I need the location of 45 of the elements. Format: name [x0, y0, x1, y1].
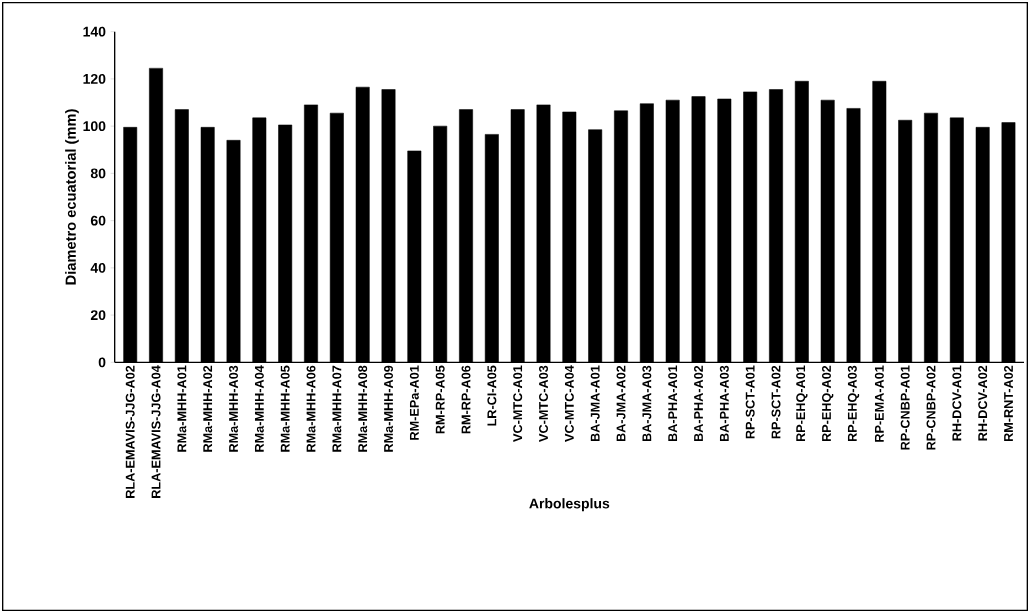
x-tick-label: RP-CNBP-A02: [926, 365, 936, 450]
x-tick-label: RP-CNBP-A01: [900, 365, 910, 450]
x-tick-label: RMa-MHH-A02: [203, 365, 213, 452]
x-tick-label: RM-EPa-A01: [409, 365, 419, 440]
x-tick-label: RP-EHQ-A02: [822, 365, 834, 442]
y-tick-label: 40: [90, 262, 106, 273]
x-tick-label: RP-EHQ-A03: [847, 365, 860, 442]
y-tick-label: 100: [83, 121, 106, 132]
x-tick-label: BA-JMA-A02: [616, 365, 626, 442]
x-tick-label: RMa-MHH-A07: [332, 365, 342, 452]
x-tick-label: RP-EHQ-A01: [796, 365, 808, 442]
x-tick-label: RM-RNT-A02: [1004, 365, 1013, 442]
x-tick-label: RP-EMA-A01: [874, 365, 884, 442]
y-tick-label: 20: [90, 310, 106, 321]
x-tick-label: RMa-MHH-A08: [358, 365, 368, 452]
x-tick-label: RM-RP-A05: [435, 365, 445, 434]
x-tick-label: RP-SCT-A01: [745, 365, 755, 439]
x-tick-label: BA-PHA-A03: [719, 365, 729, 442]
x-tick-label: RMa-MHH-A06: [306, 365, 316, 452]
x-tick-label: VC-MTC-A01: [513, 365, 523, 442]
x-tick-label: RH-DCV-A01: [952, 365, 962, 441]
x-tick-label: RLA-EMAVIS-JJG-A04: [151, 365, 161, 498]
x-tick-label: RMa-MHH-A09: [384, 365, 393, 452]
x-tick-label: RMa-MHH-A04: [254, 365, 264, 452]
y-tick-label: 60: [90, 215, 106, 226]
x-tick-label: BA-JMA-A01: [590, 365, 600, 442]
x-tick-label: RLA-EMAVIS-JJG-A02: [125, 365, 135, 498]
x-tick-label: VC-MTC-A04: [564, 365, 574, 442]
x-tick-label: RH-DCV-A02: [978, 365, 988, 441]
x-tick-label: RMa-MHH-A01: [177, 365, 187, 452]
x-axis-title: Arbolesplus: [529, 498, 610, 512]
y-axis-title: Diametro ecuatorial (mm): [65, 109, 79, 285]
y-tick-label: 80: [90, 168, 106, 179]
y-tick-label: 140: [83, 26, 106, 37]
x-tick-label: BA-PHA-A02: [694, 365, 703, 442]
x-tick-label: VC-MTC-A03: [539, 365, 549, 442]
x-tick-label: RMa-MHH-A05: [280, 365, 290, 452]
x-tick-label: BA-PHA-A01: [668, 365, 678, 442]
y-tick-label: 120: [83, 73, 106, 84]
x-tick-label: RMa-MHH-A03: [229, 365, 239, 452]
x-tick-label: RP-SCT-A02: [771, 365, 781, 439]
x-tick-label: RM-RP-A06: [461, 365, 471, 434]
x-tick-label: BA-JMA-A03: [642, 365, 652, 442]
x-tick-label: LR-CI-A05: [487, 365, 497, 426]
y-tick-label: 0: [98, 357, 106, 368]
